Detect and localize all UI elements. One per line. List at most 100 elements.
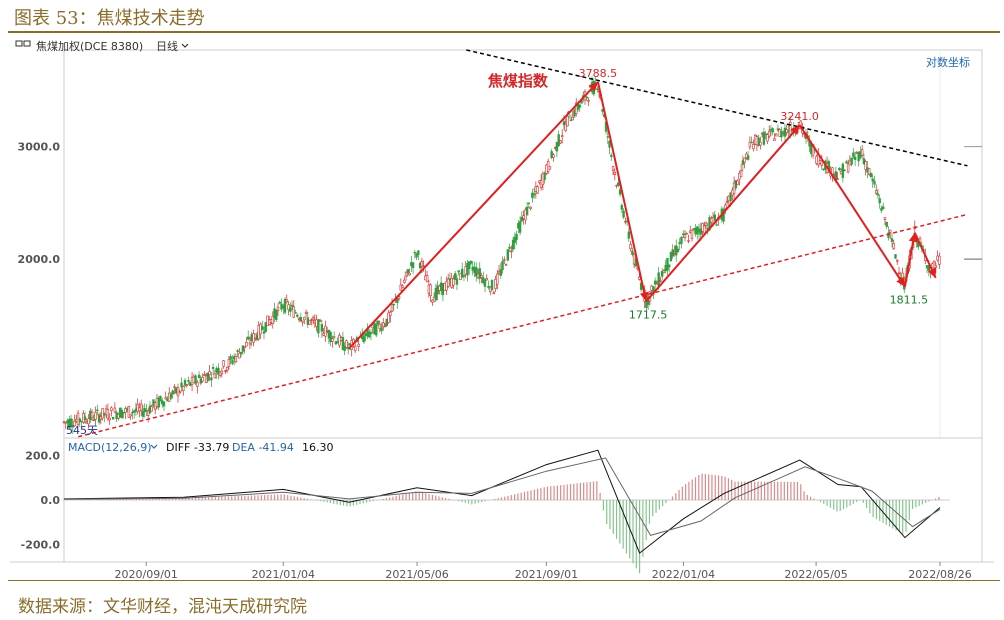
candle-body [715, 224, 718, 226]
candle-body [480, 275, 483, 278]
candle-body [506, 249, 510, 261]
macd-line-diff [63, 449, 941, 554]
candle-body [503, 259, 506, 261]
candle-body [511, 239, 515, 250]
candle-body [234, 356, 238, 363]
candle-body [889, 229, 892, 233]
candle-body [501, 261, 504, 271]
date-tick-label: 2022/01/04 [652, 568, 715, 580]
candle-body [555, 141, 559, 152]
candle-body [862, 158, 866, 165]
candle-body [308, 320, 311, 325]
candle-body [341, 337, 345, 351]
candle-body [475, 267, 478, 277]
candle-body [564, 123, 567, 131]
candle-body [890, 238, 894, 242]
candle-body [527, 202, 531, 204]
candle-body [415, 253, 418, 258]
candle-body [283, 298, 287, 313]
candle-body [413, 252, 417, 254]
candle-body [139, 403, 143, 411]
log-scale-toggle[interactable]: 对数坐标 [926, 55, 970, 69]
candle-body [713, 214, 717, 221]
candle-body [106, 409, 110, 420]
trough-label-2: 1811.5 [890, 294, 929, 307]
candle-body [504, 264, 508, 266]
candle-body [676, 248, 680, 253]
candle-body [289, 307, 292, 312]
candle-body [490, 279, 494, 290]
candle-body [571, 116, 574, 121]
candle-body [552, 154, 555, 158]
candle-body [739, 170, 743, 177]
candle-body [934, 265, 938, 268]
candle-body [243, 345, 246, 349]
candle-body [185, 384, 188, 386]
candle-body [532, 193, 536, 196]
candle-body [132, 410, 136, 413]
candle-body [666, 257, 669, 271]
candle-body [264, 322, 267, 332]
figure-title: 图表 53：焦煤技术走势 [14, 8, 205, 29]
candle-body [71, 425, 74, 428]
candle-body [164, 397, 167, 400]
candle-body [880, 207, 883, 211]
period-selector[interactable]: 日线 [156, 39, 178, 53]
candle-body [94, 412, 97, 420]
candle-body [239, 351, 243, 355]
candle-body [887, 232, 890, 238]
candle-body [171, 390, 174, 395]
candle-body [278, 301, 281, 304]
candle-body [324, 325, 327, 337]
chevron-down-icon[interactable] [181, 43, 189, 48]
candle-body [362, 336, 366, 343]
candle-body [548, 166, 552, 170]
candle-body [882, 206, 885, 210]
candle-body [860, 149, 864, 156]
candle-body [376, 320, 380, 324]
candle-body [375, 324, 378, 336]
candle-body [461, 268, 464, 278]
candle-body [478, 268, 481, 279]
wave-arrow-segment [596, 81, 648, 302]
candle-body [508, 246, 511, 249]
candle-body [660, 271, 664, 277]
candle-body [397, 296, 401, 299]
wave-arrow-segment [348, 81, 599, 350]
candle-body [396, 298, 399, 303]
candle-body [622, 210, 625, 218]
candle-body [329, 332, 332, 343]
candle-body [108, 417, 111, 421]
candle-body [169, 394, 173, 399]
macd-line-dea [63, 457, 941, 536]
candle-body [529, 206, 532, 209]
candle-body [657, 272, 660, 287]
candle-body [261, 326, 264, 331]
price-candles [62, 76, 982, 434]
resistance-trendline [466, 49, 968, 167]
candle-body [180, 382, 183, 388]
candle-body [764, 133, 767, 135]
candle-body [453, 273, 457, 280]
chevron-down-icon[interactable] [150, 444, 158, 449]
macd-indicator-label[interactable]: MACD(12,26,9) [68, 441, 152, 454]
candle-body [455, 278, 459, 285]
candle-body [227, 359, 231, 367]
candle-body [320, 324, 324, 332]
candle-body [525, 206, 529, 216]
candle-body [217, 367, 220, 375]
candle-body [389, 311, 392, 316]
candle-body [206, 372, 210, 381]
macd-tick-label: -200.0 [21, 538, 61, 551]
candle-body [680, 236, 683, 244]
series-color-icon [15, 40, 23, 47]
candle-body [820, 160, 824, 166]
candle-body [492, 292, 495, 295]
candle-body [762, 131, 766, 145]
date-tick-label: 2021/01/04 [252, 568, 315, 580]
candle-body [196, 382, 199, 387]
candle-body [417, 250, 420, 255]
candle-body [750, 141, 753, 144]
candle-body [608, 140, 611, 148]
candle-body [213, 373, 217, 379]
